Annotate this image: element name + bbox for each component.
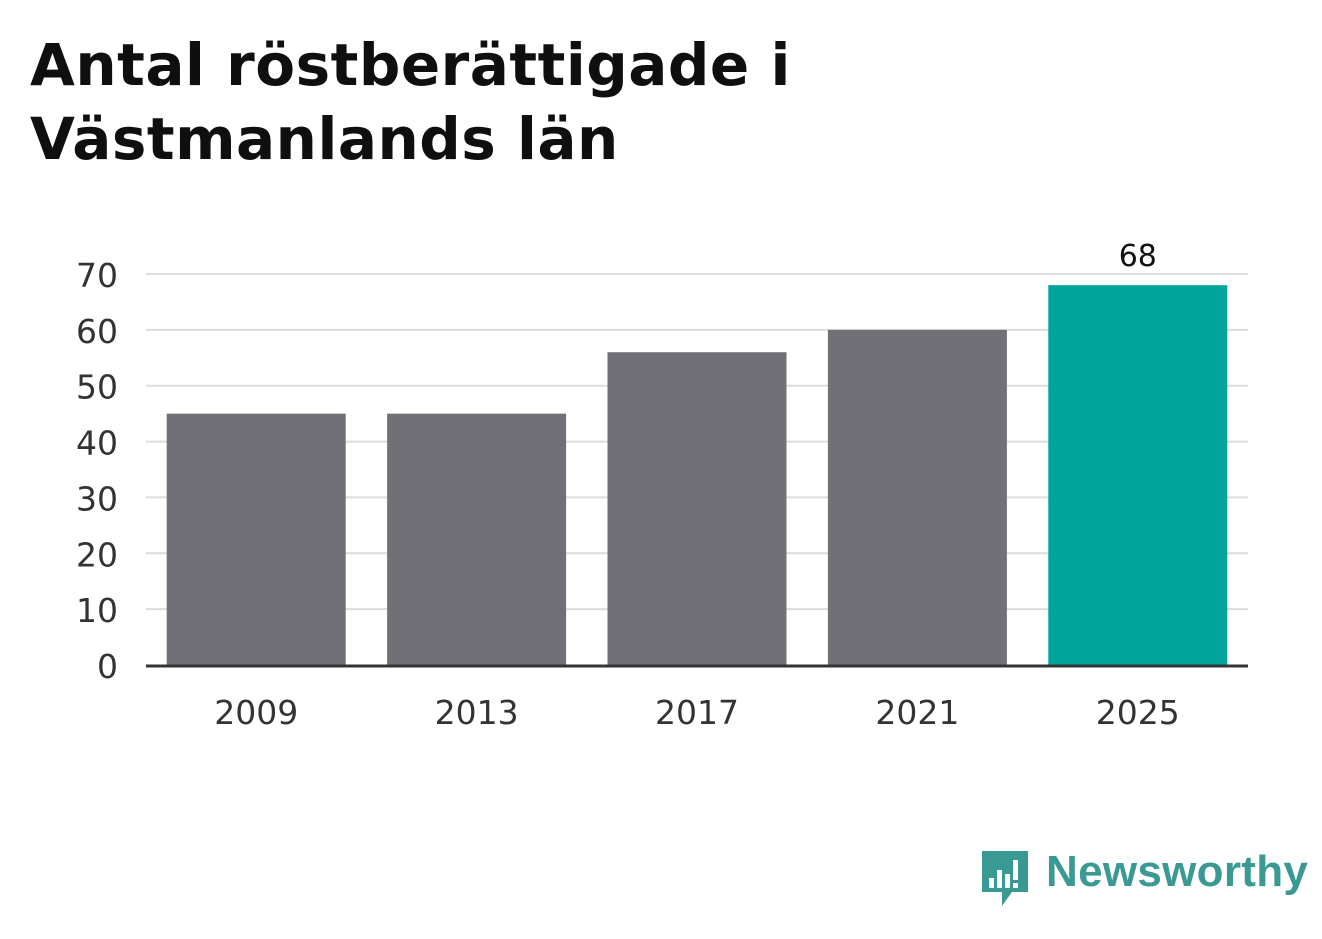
y-tick-label-30: 30 — [76, 479, 118, 518]
y-tick-label-0: 0 — [97, 647, 118, 686]
chart-title: Antal röstberättigade i Västmanlands län — [30, 31, 791, 173]
y-tick-label-40: 40 — [76, 424, 118, 463]
bar-2009 — [166, 413, 346, 665]
x-tick-label-2021: 2021 — [875, 693, 959, 732]
bar-2021 — [827, 329, 1007, 665]
y-tick-label-70: 70 — [76, 256, 118, 295]
bar-2017 — [607, 352, 787, 665]
y-tick-label-10: 10 — [76, 591, 118, 630]
newsworthy-wordmark: Newsworthy — [1046, 847, 1309, 896]
newsworthy-logo: Newsworthy — [980, 847, 1309, 912]
x-tick-label-2009: 2009 — [214, 693, 298, 732]
y-tick-label-50: 50 — [76, 368, 118, 407]
y-tick-label-20: 20 — [76, 535, 118, 574]
x-tick-label-2025: 2025 — [1096, 693, 1180, 732]
bars — [166, 285, 1228, 665]
newsworthy-chart-bubble-icon — [982, 851, 1028, 906]
y-tick-label-60: 60 — [76, 312, 118, 351]
bar-2025 — [1048, 285, 1228, 665]
data-label-2025: 68 — [1119, 239, 1157, 274]
x-tick-label-2013: 2013 — [435, 693, 519, 732]
labels: 0 10 20 30 40 50 60 70 2009 2013 2017 2021 2025 68 — [76, 239, 1180, 732]
x-tick-label-2017: 2017 — [655, 693, 739, 732]
bar-2013 — [387, 413, 567, 665]
